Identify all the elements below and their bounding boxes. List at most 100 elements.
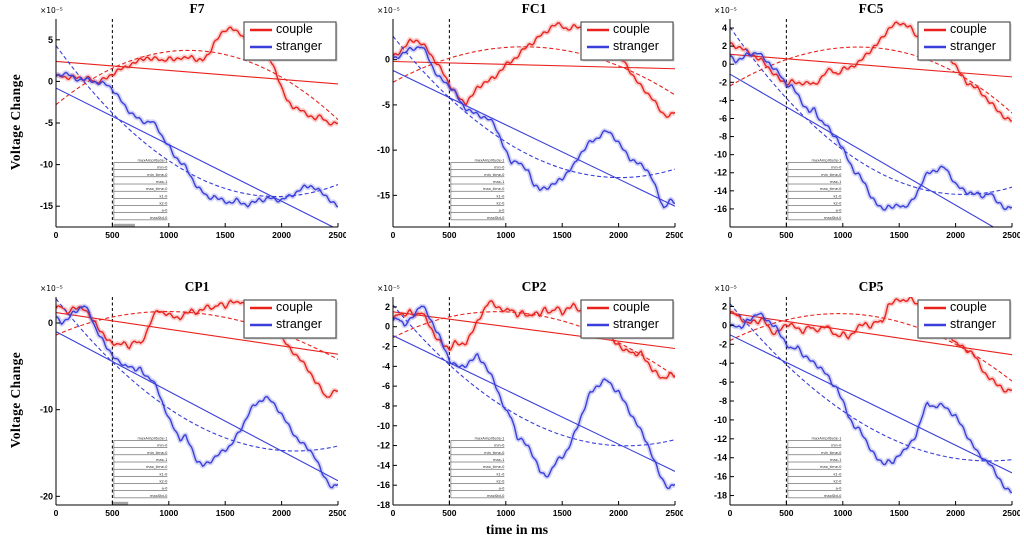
x-tick-label: 2500 [666,508,683,518]
legend: couple stranger [917,299,1012,340]
annotation-label: k2-0 [833,480,842,484]
y-tick-label: -6 [719,113,727,123]
y-tick-label: -5 [45,118,53,128]
annotation-label: maxAmplitude-1 [475,158,505,162]
stranger-quadratic-fit [393,304,675,447]
legend: couple stranger [243,299,338,340]
x-tick-label: 0 [54,508,59,518]
annotation-label: maxStd-0 [487,494,505,498]
annotation-label: k2-0 [496,202,505,206]
x-tick-label: 1500 [553,508,572,518]
subplot-title: CP5 [859,280,884,294]
annotation-label: k1-0 [159,472,168,476]
y-tick-label: -2 [719,339,727,349]
annotation-label: max-1 [830,180,841,184]
x-tick-label: 0 [728,230,733,240]
y-tick-label: -6 [382,381,390,391]
y-tick-label: 2 [722,41,727,51]
couple-quadratic-fit [730,46,1012,114]
y-tick-label: -2 [719,77,727,87]
annotation-label: max_time-0 [483,465,505,469]
subplot-CP2: maxAmplitude-1 min-0 min_time-0 max-1 max_ti… [363,279,685,526]
x-tick-label: 1000 [159,230,178,240]
annotation-label: k2-0 [159,480,168,484]
y-tick-label: 0 [722,320,727,330]
annotation-label: min-0 [494,166,505,170]
x-tick-label: 2500 [1003,230,1020,240]
significance-bar [113,223,135,227]
subplot-FC5: maxAmplitude-1 min-0 min_time-0 max-1 max_ti… [700,1,1022,248]
annotation-label: maxStd-0 [150,494,168,498]
plot-area: maxAmplitude-1 min-0 min_time-0 max-1 max_ti… [56,19,338,227]
x-tick-label: 0 [728,508,733,518]
annotation-label: maxAmplitude-1 [812,158,842,162]
annotation-label: k1-0 [496,194,505,198]
y-tick-label: -8 [382,401,390,411]
y-tick-label: -10 [377,421,390,431]
stranger-linear-fit [56,331,338,482]
annotation-label: maxStd-0 [150,216,168,220]
legend-label-stranger: stranger [613,317,659,331]
y-exponent-label: ×10⁻⁵ [714,6,737,15]
y-tick-label: -10 [377,145,390,155]
annotation-label: maxAmplitude-1 [475,436,505,440]
y-tick-label: -10 [714,150,727,160]
x-tick-label: 2500 [1003,508,1020,518]
y-tick-label: -8 [719,132,727,142]
annotation-label: max_time-0 [483,187,505,191]
legend: couple stranger [580,21,675,62]
couple-trace [56,299,338,398]
x-tick-label: 2500 [329,508,346,518]
annotation-label: k1-0 [159,194,168,198]
legend-label-couple: couple [950,300,987,314]
plot-area: maxAmplitude-1 min-0 min_time-0 max-1 max_ti… [730,19,1012,227]
couple-linear-fit [56,312,338,355]
fit-parameter-annotation: maxAmplitude-1 min-0 min_time-0 max-1 max_ti… [113,436,168,499]
annotation-label: min-0 [831,166,842,170]
fit-parameter-annotation: maxAmplitude-1 min-0 min_time-0 max-1 max_ti… [787,158,842,221]
subplot-CP5: maxAmplitude-1 min-0 min_time-0 max-1 max_ti… [700,279,1022,526]
couple-linear-fit [56,60,338,85]
x-tick-label: 0 [391,508,396,518]
couple-trace [56,26,338,126]
x-tick-label: 1500 [216,508,235,518]
annotation-label: max-1 [493,180,504,184]
x-tick-label: 1500 [216,230,235,240]
y-exponent-label: ×10⁻⁵ [377,6,400,15]
annotation-label: k1-0 [496,472,505,476]
x-tick-label: 1500 [890,230,909,240]
y-tick-label: 0 [48,318,53,328]
y-tick-label: -16 [377,480,390,490]
y-tick-label: -8 [719,396,727,406]
annotation-label: min-0 [157,444,168,448]
y-tick-label: -12 [714,434,727,444]
annotation-label: k2-0 [159,202,168,206]
x-tick-label: 500 [105,230,119,240]
x-tick-label: 2000 [946,508,965,518]
x-tick-label: 1000 [496,508,515,518]
legend-label-stranger: stranger [950,39,996,53]
y-tick-label: -14 [377,460,390,470]
couple-quadratic-fit [393,311,675,377]
couple-trace [393,300,675,379]
subplot-title: F7 [190,2,205,16]
couple-trace [730,21,1012,122]
legend-label-couple: couple [613,22,650,36]
y-tick-label: -15 [377,190,390,200]
legend: couple stranger [243,21,338,62]
x-tick-label: 500 [442,508,456,518]
annotation-label: max_time-0 [820,465,842,469]
legend: couple stranger [580,299,675,340]
stranger-quadratic-fit [393,35,675,179]
x-tick-label: 1500 [553,230,572,240]
x-tick-label: 2000 [609,230,628,240]
plot-area: maxAmplitude-1 min-0 min_time-0 max-1 max_ti… [393,297,675,505]
y-tick-label: 0 [48,76,53,86]
annotation-label: min-0 [494,444,505,448]
annotation-label: maxAmplitude-1 [812,436,842,440]
x-tick-label: 2000 [272,508,291,518]
stranger-linear-fit [730,334,1012,474]
annotation-label: a-0 [162,487,168,491]
y-tick-label: -4 [382,361,390,371]
